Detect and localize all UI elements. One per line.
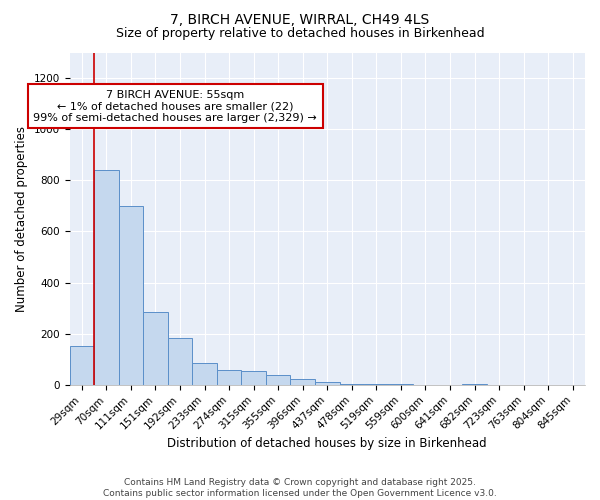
Bar: [340, 384, 364, 385]
Text: Size of property relative to detached houses in Birkenhead: Size of property relative to detached ho…: [116, 28, 484, 40]
Bar: [94, 170, 119, 385]
Bar: [192, 362, 217, 385]
Text: 7 BIRCH AVENUE: 55sqm
← 1% of detached houses are smaller (22)
99% of semi-detac: 7 BIRCH AVENUE: 55sqm ← 1% of detached h…: [33, 90, 317, 123]
Bar: [217, 370, 241, 385]
Text: 7, BIRCH AVENUE, WIRRAL, CH49 4LS: 7, BIRCH AVENUE, WIRRAL, CH49 4LS: [170, 12, 430, 26]
Bar: [389, 384, 413, 385]
Bar: [364, 384, 389, 385]
Bar: [462, 384, 487, 385]
Bar: [143, 312, 168, 385]
Bar: [290, 379, 315, 385]
Bar: [315, 382, 340, 385]
Y-axis label: Number of detached properties: Number of detached properties: [15, 126, 28, 312]
Text: Contains HM Land Registry data © Crown copyright and database right 2025.
Contai: Contains HM Land Registry data © Crown c…: [103, 478, 497, 498]
Bar: [70, 346, 94, 385]
Bar: [266, 374, 290, 385]
Bar: [241, 371, 266, 385]
Bar: [119, 206, 143, 385]
X-axis label: Distribution of detached houses by size in Birkenhead: Distribution of detached houses by size …: [167, 437, 487, 450]
Bar: [168, 338, 192, 385]
